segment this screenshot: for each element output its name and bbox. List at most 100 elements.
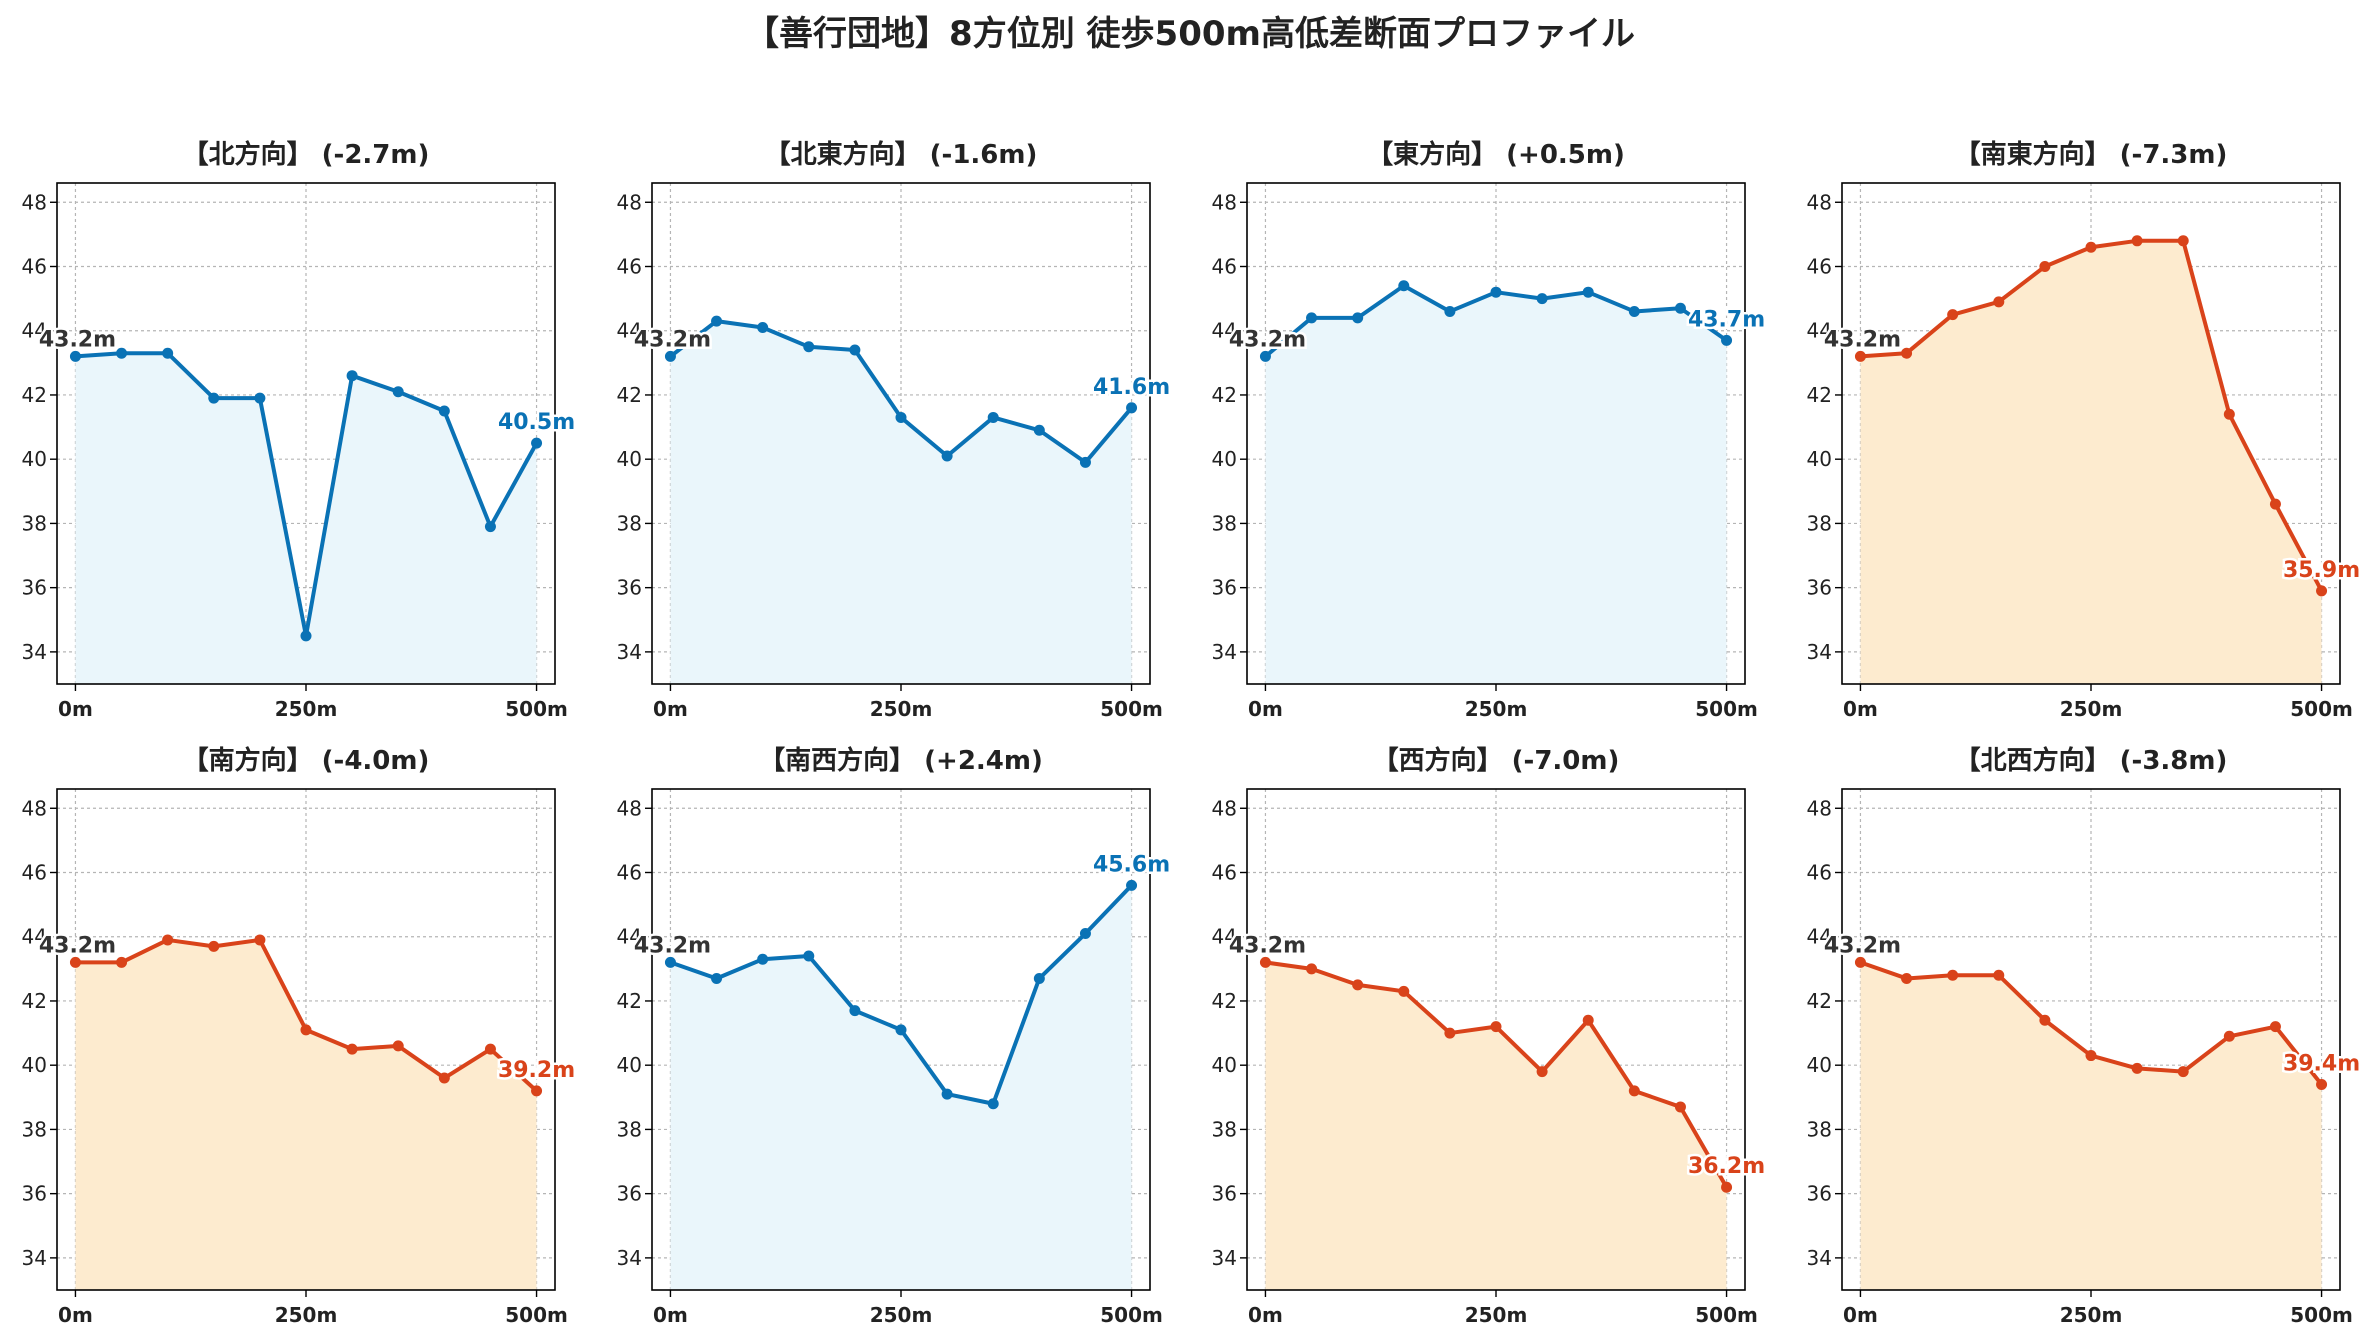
panel-title: 【西方向】 (-7.0m) [1373, 745, 1620, 776]
y-tick-label: 44 [1212, 319, 1237, 343]
x-tick-label: 250m [275, 697, 338, 721]
data-point [1993, 969, 2005, 981]
y-tick-label: 44 [1807, 925, 1832, 949]
y-tick-label: 44 [617, 319, 642, 343]
y-tick-label: 48 [22, 190, 47, 214]
y-tick-label: 42 [617, 989, 642, 1013]
data-point [1628, 305, 1640, 317]
y-tick-label: 48 [1212, 796, 1237, 820]
end-value-label: 35.9m [2283, 558, 2360, 583]
y-tick-label: 34 [617, 1246, 642, 1270]
data-point [1674, 302, 1686, 314]
data-point [757, 322, 769, 334]
y-tick-label: 34 [22, 640, 47, 664]
data-point [300, 630, 312, 642]
data-point [1306, 312, 1318, 324]
end-value-label: 40.5m [498, 410, 575, 435]
y-tick-label: 40 [1212, 1053, 1237, 1077]
data-point [1993, 296, 2005, 308]
x-tick-label: 0m [58, 697, 93, 721]
panel-title: 【北東方向】 (-1.6m) [765, 139, 1038, 170]
y-tick-label: 36 [1212, 1182, 1237, 1206]
y-tick-label: 34 [1212, 640, 1237, 664]
y-tick-label: 38 [1807, 511, 1832, 535]
y-tick-label: 42 [22, 989, 47, 1013]
data-point [711, 972, 723, 984]
data-point [2131, 235, 2143, 247]
data-point [1721, 1181, 1733, 1193]
data-point [484, 1043, 496, 1055]
x-tick-label: 0m [1248, 1303, 1283, 1327]
data-point [438, 405, 450, 417]
start-value-label: 43.2m [1229, 933, 1306, 958]
end-value-label: 39.4m [2283, 1051, 2360, 1076]
start-value-label: 43.2m [634, 327, 711, 352]
y-tick-label: 36 [1807, 576, 1832, 600]
end-value-label: 45.6m [1093, 852, 1170, 877]
area-fill [1265, 962, 1727, 1290]
data-point [1854, 350, 1866, 362]
x-tick-label: 0m [1248, 697, 1283, 721]
data-point [116, 956, 128, 968]
figure-title: 【善行団地】8方位別 徒歩500m高低差断面プロファイル [745, 14, 1635, 54]
y-tick-label: 42 [1807, 989, 1832, 1013]
y-tick-label: 34 [1212, 1246, 1237, 1270]
y-tick-label: 42 [1212, 989, 1237, 1013]
data-point [1444, 1027, 1456, 1039]
panel-title: 【北西方向】 (-3.8m) [1955, 745, 2228, 776]
data-point [531, 437, 543, 449]
data-point [2039, 1014, 2051, 1026]
y-tick-label: 38 [617, 1117, 642, 1141]
area-fill [75, 939, 537, 1290]
data-point [2177, 1066, 2189, 1078]
data-point [1033, 972, 1045, 984]
y-tick-label: 46 [617, 255, 642, 279]
data-point [392, 386, 404, 398]
x-tick-label: 0m [653, 697, 688, 721]
data-point [849, 1005, 861, 1017]
data-point [1901, 972, 1913, 984]
data-point [1126, 879, 1138, 891]
data-point [1582, 1014, 1594, 1026]
y-tick-label: 40 [617, 447, 642, 471]
data-point [1490, 1021, 1502, 1033]
data-point [664, 350, 676, 362]
data-point [208, 392, 220, 404]
start-value-label: 43.2m [1229, 327, 1306, 352]
data-point [757, 953, 769, 965]
data-point [895, 1024, 907, 1036]
x-tick-label: 500m [2290, 697, 2353, 721]
y-tick-label: 36 [22, 1182, 47, 1206]
data-point [2269, 1021, 2281, 1033]
panel-title: 【南東方向】 (-7.3m) [1955, 139, 2228, 170]
x-tick-label: 250m [2060, 1303, 2123, 1327]
start-value-label: 43.2m [1824, 933, 1901, 958]
panel-title: 【東方向】 (+0.5m) [1367, 139, 1625, 170]
panel-title: 【南方向】 (-4.0m) [183, 745, 430, 776]
y-tick-label: 40 [1212, 447, 1237, 471]
y-tick-label: 46 [1212, 255, 1237, 279]
data-point [1947, 969, 1959, 981]
data-point [849, 344, 861, 356]
data-point [346, 370, 358, 382]
data-point [69, 350, 81, 362]
data-point [1259, 350, 1271, 362]
start-value-label: 43.2m [39, 327, 116, 352]
data-point [1033, 424, 1045, 436]
data-point [2085, 1050, 2097, 1062]
chart-panel-8: 【北西方向】 (-3.8m) 34 36 38 40 42 44 46 48 0m 250m 500m… [1807, 745, 2363, 1327]
x-tick-label: 500m [1100, 1303, 1163, 1327]
y-tick-label: 36 [1807, 1182, 1832, 1206]
x-tick-label: 250m [870, 697, 933, 721]
y-tick-label: 38 [1212, 1117, 1237, 1141]
data-point [254, 392, 266, 404]
panel-title: 【南西方向】 (+2.4m) [759, 745, 1043, 776]
y-tick-label: 40 [617, 1053, 642, 1077]
y-tick-label: 48 [1807, 190, 1832, 214]
data-point [2269, 498, 2281, 510]
x-tick-label: 250m [1465, 697, 1528, 721]
y-tick-label: 38 [22, 511, 47, 535]
end-value-label: 43.7m [1688, 307, 1765, 332]
data-point [1628, 1085, 1640, 1097]
